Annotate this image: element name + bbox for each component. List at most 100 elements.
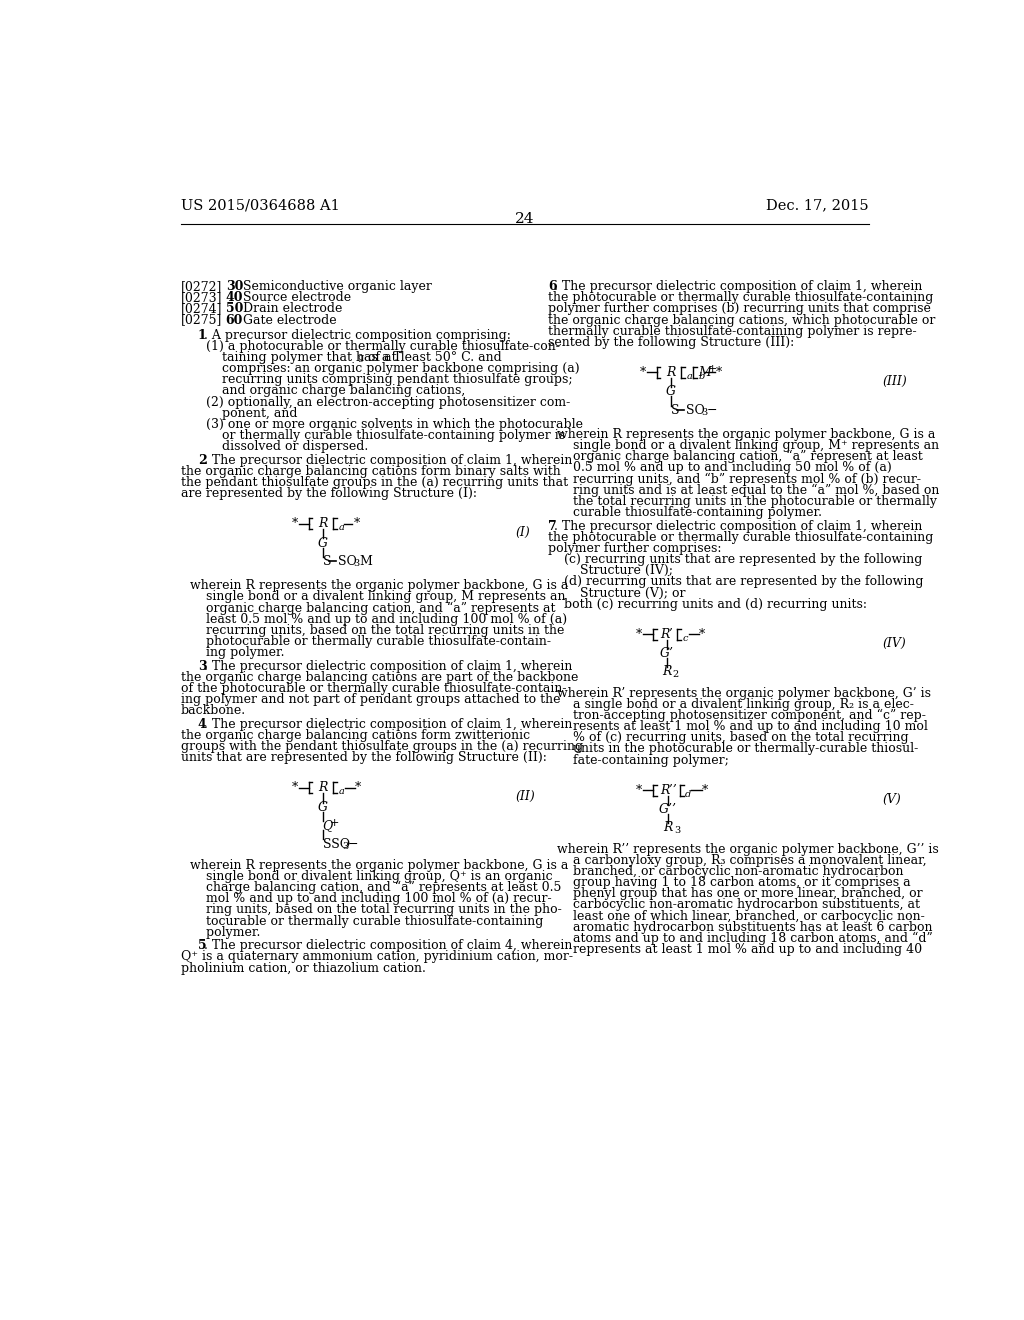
Text: dissolved or dispersed.: dissolved or dispersed. (206, 441, 368, 453)
Text: wherein R’’ represents the organic polymer backbone, G’’ is: wherein R’’ represents the organic polym… (557, 842, 939, 855)
Text: G’: G’ (659, 647, 674, 660)
Text: backbone.: backbone. (180, 705, 246, 717)
Text: curable thiosulfate-containing polymer.: curable thiosulfate-containing polymer. (557, 506, 822, 519)
Text: wherein R’ represents the organic polymer backbone, G’ is: wherein R’ represents the organic polyme… (557, 686, 932, 700)
Text: (c) recurring units that are represented by the following: (c) recurring units that are represented… (563, 553, 922, 566)
Text: Drain electrode: Drain electrode (239, 302, 342, 315)
Text: sented by the following Structure (III):: sented by the following Structure (III): (548, 335, 795, 348)
Text: are represented by the following Structure (I):: are represented by the following Structu… (180, 487, 477, 500)
Text: R: R (317, 781, 328, 795)
Text: R: R (662, 665, 672, 678)
Text: ponent, and: ponent, and (206, 407, 297, 420)
Text: . The precursor dielectric composition of claim 1, wherein: . The precursor dielectric composition o… (554, 280, 923, 293)
Text: charge balancing cation, and “a” represents at least 0.5: charge balancing cation, and “a” represe… (190, 880, 561, 894)
Text: *: * (636, 628, 642, 640)
Text: ring units, based on the total recurring units in the pho-: ring units, based on the total recurring… (190, 903, 562, 916)
Text: 3: 3 (343, 842, 349, 851)
Text: b: b (698, 372, 705, 380)
Text: *: * (636, 784, 642, 797)
Text: [0275]: [0275] (180, 314, 222, 326)
Text: R: R (664, 821, 673, 834)
Text: d: d (685, 789, 691, 799)
Text: the organic charge balancing cations form binary salts with: the organic charge balancing cations for… (180, 465, 560, 478)
Text: wherein R represents the organic polymer backbone, G is a: wherein R represents the organic polymer… (190, 579, 568, 593)
Text: 1: 1 (198, 329, 207, 342)
Text: recurring units, and “b” represents mol % of (b) recur-: recurring units, and “b” represents mol … (557, 473, 922, 486)
Text: taining polymer that has a T: taining polymer that has a T (206, 351, 401, 364)
Text: *: * (353, 517, 359, 531)
Text: single bond or a divalent linking group, M⁺ represents an: single bond or a divalent linking group,… (557, 440, 939, 451)
Text: 24: 24 (515, 213, 535, 226)
Text: tocurable or thermally curable thiosulfate-containing: tocurable or thermally curable thiosulfa… (190, 915, 544, 928)
Text: 3: 3 (353, 560, 359, 569)
Text: M: M (359, 554, 372, 568)
Text: Dec. 17, 2015: Dec. 17, 2015 (766, 198, 869, 213)
Text: branched, or carbocyclic non-aromatic hydrocarbon: branched, or carbocyclic non-aromatic hy… (557, 865, 904, 878)
Text: R: R (666, 366, 675, 379)
Text: R’: R’ (660, 628, 673, 640)
Text: [0272]: [0272] (180, 280, 222, 293)
Text: 3: 3 (701, 408, 708, 417)
Text: aromatic hydrocarbon substituents has at least 6 carbon: aromatic hydrocarbon substituents has at… (557, 921, 933, 933)
Text: represents at least 1 mol % and up to and including 40: represents at least 1 mol % and up to an… (557, 942, 923, 956)
Text: SO: SO (686, 404, 705, 417)
Text: single bond or divalent linking group, Q⁺ is an organic: single bond or divalent linking group, Q… (190, 870, 553, 883)
Text: SSO: SSO (323, 838, 349, 850)
Text: Source electrode: Source electrode (239, 292, 351, 304)
Text: comprises: an organic polymer backbone comprising (a): comprises: an organic polymer backbone c… (206, 362, 580, 375)
Text: c: c (683, 634, 688, 643)
Text: a single bond or a divalent linking group, R₂ is a elec-: a single bond or a divalent linking grou… (557, 698, 914, 710)
Text: recurring units comprising pendant thiosulfate groups;: recurring units comprising pendant thios… (206, 374, 572, 387)
Text: (IV): (IV) (883, 636, 906, 649)
Text: ing polymer and not part of pendant groups attached to the: ing polymer and not part of pendant grou… (180, 693, 560, 706)
Text: the total recurring units in the photocurable or thermally: the total recurring units in the photocu… (557, 495, 937, 508)
Text: least 0.5 mol % and up to and including 100 mol % of (a): least 0.5 mol % and up to and including … (190, 612, 567, 626)
Text: the photocurable or thermally curable thiosulfate-containing: the photocurable or thermally curable th… (548, 292, 934, 304)
Text: phenyl group that has one or more linear, branched, or: phenyl group that has one or more linear… (557, 887, 923, 900)
Text: organic charge balancing cation, “a” represent at least: organic charge balancing cation, “a” rep… (557, 450, 923, 463)
Text: wherein R represents the organic polymer backbone, G is a: wherein R represents the organic polymer… (557, 428, 936, 441)
Text: (3) one or more organic solvents in which the photocurable: (3) one or more organic solvents in whic… (206, 418, 583, 430)
Text: 40: 40 (225, 292, 243, 304)
Text: Structure (V); or: Structure (V); or (563, 586, 685, 599)
Text: −: − (707, 404, 718, 417)
Text: of at least 50° C. and: of at least 50° C. and (364, 351, 502, 364)
Text: tron-accepting photosensitizer component, and “c” rep-: tron-accepting photosensitizer component… (557, 709, 927, 722)
Text: R’’: R’’ (659, 784, 677, 797)
Text: G: G (317, 801, 328, 813)
Text: . The precursor dielectric composition of claim 4, wherein: . The precursor dielectric composition o… (204, 940, 572, 952)
Text: photocurable or thermally curable thiosulfate-contain-: photocurable or thermally curable thiosu… (190, 635, 551, 648)
Text: atoms and up to and including 18 carbon atoms, and “d”: atoms and up to and including 18 carbon … (557, 932, 933, 945)
Text: single bond or a divalent linking group, M represents an: single bond or a divalent linking group,… (190, 590, 565, 603)
Text: polymer.: polymer. (190, 925, 260, 939)
Text: the photocurable or thermally curable thiosulfate-containing: the photocurable or thermally curable th… (548, 531, 934, 544)
Text: recurring units, based on the total recurring units in the: recurring units, based on the total recu… (190, 624, 564, 636)
Text: . The precursor dielectric composition of claim 1, wherein: . The precursor dielectric composition o… (204, 718, 572, 731)
Text: Q⁺ is a quaternary ammonium cation, pyridinium cation, mor-: Q⁺ is a quaternary ammonium cation, pyri… (180, 950, 572, 964)
Text: G: G (317, 536, 328, 549)
Text: thermally curable thiosulfate-containing polymer is repre-: thermally curable thiosulfate-containing… (548, 325, 916, 338)
Text: Q: Q (323, 820, 333, 832)
Text: *: * (292, 781, 298, 795)
Text: 30: 30 (225, 280, 243, 293)
Text: (2) optionally, an electron-accepting photosensitizer com-: (2) optionally, an electron-accepting ph… (206, 396, 569, 409)
Text: . The precursor dielectric composition of claim 1, wherein: . The precursor dielectric composition o… (204, 454, 572, 467)
Text: Gate electrode: Gate electrode (239, 314, 337, 326)
Text: mol % and up to and including 100 mol % of (a) recur-: mol % and up to and including 100 mol % … (190, 892, 552, 906)
Text: 4: 4 (198, 718, 207, 731)
Text: R: R (317, 517, 328, 531)
Text: the organic charge balancing cations are part of the backbone: the organic charge balancing cations are… (180, 671, 579, 684)
Text: Semiconductive organic layer: Semiconductive organic layer (239, 280, 432, 293)
Text: −: − (348, 838, 358, 850)
Text: 2: 2 (673, 669, 679, 678)
Text: carbocyclic non-aromatic hydrocarbon substituents, at: carbocyclic non-aromatic hydrocarbon sub… (557, 899, 921, 911)
Text: (1) a photocurable or thermally curable thiosulfate-con-: (1) a photocurable or thermally curable … (206, 339, 559, 352)
Text: resents at least 1 mol % and up to and including 10 mol: resents at least 1 mol % and up to and i… (557, 721, 928, 733)
Text: a: a (339, 523, 345, 532)
Text: 7: 7 (548, 520, 557, 532)
Text: both (c) recurring units and (d) recurring units:: both (c) recurring units and (d) recurri… (563, 598, 866, 611)
Text: *: * (716, 366, 722, 379)
Text: units in the photocurable or thermally-curable thiosul-: units in the photocurable or thermally-c… (557, 742, 919, 755)
Text: units that are represented by the following Structure (II):: units that are represented by the follow… (180, 751, 547, 764)
Text: g: g (357, 354, 364, 362)
